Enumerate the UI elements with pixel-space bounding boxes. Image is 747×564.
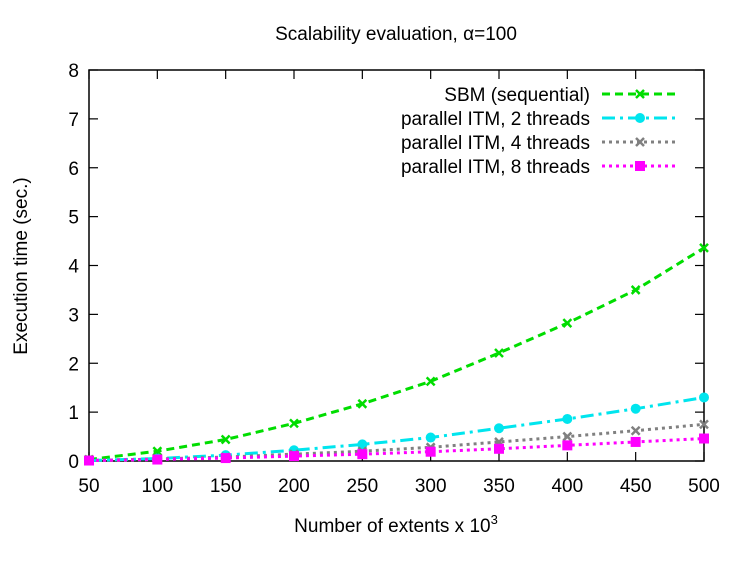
legend-label: parallel ITM, 8 threads [401,157,590,178]
data-point-square [152,454,163,465]
series-line [88,422,705,463]
x-axis-label: Number of extents x 103 [294,512,498,537]
y-tick-label: 7 [68,110,79,131]
x-tick-label: 150 [210,476,242,497]
plot-frame [88,69,705,462]
y-tick-label: 1 [68,403,79,424]
y-tick-label: 2 [68,354,79,375]
data-point-x [152,446,163,457]
data-point-square [635,161,645,171]
data-point-square [357,449,368,460]
data-point-circle [635,113,645,123]
data-point-circle [494,423,504,434]
chart-title: Scalability evaluation, α=100 [275,24,517,45]
data-point-x [494,348,504,358]
x-tick-label: 100 [141,476,173,497]
series-line [88,437,705,463]
data-point-x [220,434,231,445]
data-point-x [357,398,368,409]
x-tick-label: 300 [415,476,447,497]
x-tick-label: 400 [551,476,583,497]
data-point-x [562,318,573,329]
data-point-square [699,433,709,444]
data-point-x [699,243,709,253]
data-point-circle [699,392,709,403]
data-point-square [289,451,299,462]
x-tick-label: 50 [78,476,99,497]
y-tick-label: 6 [68,159,79,180]
x-tick-label: 250 [346,476,378,497]
data-point-x [630,285,641,295]
series-line [88,246,705,462]
y-tick-label: 0 [68,452,79,473]
series-line [88,395,705,463]
y-tick-label: 4 [68,257,79,278]
legend-label: parallel ITM, 2 threads [401,109,590,130]
y-axis-label: Execution time (sec.) [11,177,32,354]
data-point-square [220,453,231,464]
x-axis: 50 100 150 200 250 300 350 400 450 500 [78,70,720,497]
data-point-circle [630,403,641,414]
y-tick-label: 3 [68,305,79,326]
y-axis: 0 1 2 3 4 5 6 7 8 [68,61,704,473]
data-point-square [562,440,573,451]
series-4 [84,433,709,466]
y-tick-label: 8 [68,61,79,82]
y-tick-label: 5 [68,208,79,229]
legend-label: SBM (sequential) [444,85,590,106]
data-point-x [699,419,709,430]
series-1 [84,243,709,465]
legend: SBM (sequential) parallel ITM, 2 threads p… [401,85,678,178]
data-point-circle [357,439,368,450]
data-point-x [635,137,645,147]
data-point-x [425,376,436,387]
data-point-circle [425,432,436,443]
data-point-square [630,436,641,447]
data-point-x [635,89,645,99]
data-point-square [425,446,436,457]
data-point-square [84,455,94,466]
x-tick-label: 200 [278,476,310,497]
x-tick-label: 500 [688,476,720,497]
data-point-square [494,443,504,454]
data-point-circle [562,413,573,424]
legend-label: parallel ITM, 4 threads [401,133,590,154]
data-point-x [630,425,641,436]
x-tick-label: 450 [620,476,652,497]
series-2 [84,392,709,466]
data-point-x [289,418,299,429]
data-point-x [562,431,573,442]
series-layer [84,243,709,466]
x-tick-label: 350 [483,476,515,497]
